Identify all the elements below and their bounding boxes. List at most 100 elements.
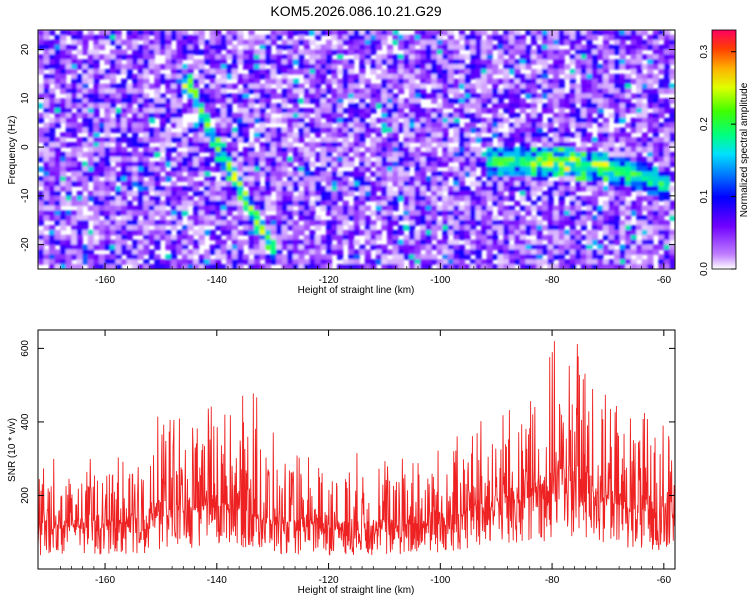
heatmap-cell (614, 205, 621, 212)
heatmap-cell (580, 249, 587, 255)
heatmap-cell (508, 64, 515, 70)
heatmap-cell (110, 215, 117, 221)
heatmap-cell (187, 176, 194, 182)
heatmap-cell (553, 264, 560, 269)
heatmap-cell (597, 249, 604, 255)
heatmap-cell (248, 30, 255, 36)
heatmap-cell (547, 151, 554, 158)
heatmap-cell (580, 30, 587, 36)
heatmap-cell (265, 181, 272, 187)
heatmap-cell (320, 244, 327, 251)
heatmap-cell (292, 88, 299, 95)
heatmap-cell (658, 147, 665, 153)
heatmap-cell (580, 147, 587, 153)
heatmap-cell (425, 137, 432, 143)
heatmap-cell (669, 69, 675, 75)
heatmap-cell (331, 225, 338, 231)
heatmap-cell (636, 64, 643, 70)
heatmap-cell (625, 137, 632, 143)
heatmap-cell (458, 103, 466, 109)
heatmap-cell (619, 137, 626, 143)
heatmap-cell (608, 234, 615, 241)
heatmap-cell (503, 64, 510, 70)
heatmap-cell (519, 78, 527, 85)
heatmap-cell (259, 59, 266, 65)
heatmap-cell (386, 264, 394, 269)
heatmap-cell (453, 112, 460, 119)
heatmap-cell (126, 190, 133, 197)
heatmap-cell (630, 39, 637, 46)
heatmap-cell (431, 88, 438, 95)
heatmap-cell (292, 103, 299, 109)
heatmap-cell (137, 205, 144, 212)
heatmap-cell (148, 151, 155, 158)
heatmap-cell (425, 210, 432, 216)
heatmap-cell (608, 88, 615, 95)
heatmap-cell (614, 190, 621, 197)
heatmap-cell (87, 122, 94, 129)
heatmap-cell (71, 147, 78, 153)
heatmap-cell (542, 73, 549, 80)
heatmap-cell (143, 220, 150, 226)
heatmap-cell (220, 83, 227, 90)
spectrogram-x-label: Height of straight line (km) (298, 285, 415, 296)
heatmap-cell (209, 259, 216, 265)
heatmap-cell (87, 254, 94, 260)
heatmap-cell (425, 39, 432, 46)
heatmap-cell (248, 108, 255, 114)
heatmap-cell (143, 171, 150, 177)
heatmap-cell (431, 69, 438, 75)
heatmap-cell (104, 205, 111, 212)
heatmap-cell (464, 166, 471, 173)
heatmap-cell (348, 132, 355, 138)
heatmap-cell (398, 78, 405, 85)
heatmap-cell (331, 190, 338, 197)
heatmap-cell (619, 108, 626, 114)
heatmap-cell (353, 171, 360, 177)
heatmap-cell (65, 186, 72, 192)
heatmap-cell (530, 249, 538, 255)
heatmap-cell (370, 234, 377, 241)
heatmap-cell (658, 103, 665, 109)
heatmap-cell (575, 239, 582, 246)
heatmap-cell (425, 225, 432, 231)
heatmap-cell (281, 161, 288, 168)
heatmap-cell (436, 59, 443, 65)
heatmap-cell (458, 147, 466, 153)
heatmap-cell (204, 171, 211, 177)
heatmap-cell (76, 103, 83, 109)
heatmap-cell (287, 112, 294, 119)
heatmap-cell (386, 239, 394, 246)
heatmap-cell (508, 127, 515, 134)
heatmap-cell (381, 190, 388, 197)
heatmap-cell (614, 234, 621, 241)
heatmap-cell (530, 244, 538, 251)
heatmap-cell (226, 161, 233, 168)
heatmap-cell (442, 176, 449, 182)
heatmap-cell (414, 215, 421, 221)
heatmap-cell (298, 59, 305, 65)
heatmap-cell (226, 205, 233, 212)
heatmap-cell (547, 264, 554, 269)
heatmap-cell (54, 190, 61, 197)
heatmap-cell (265, 137, 272, 143)
heatmap-cell (320, 108, 327, 114)
heatmap-cell (220, 88, 227, 95)
heatmap-cell (165, 117, 172, 124)
heatmap-cell (619, 190, 626, 197)
heatmap-cell (209, 156, 216, 163)
heatmap-cell (436, 39, 443, 46)
heatmap-cell (370, 151, 377, 158)
heatmap-cell (558, 244, 565, 251)
heatmap-cell (586, 151, 593, 158)
heatmap-cell (331, 181, 338, 187)
heatmap-cell (580, 142, 587, 148)
heatmap-cell (337, 98, 344, 104)
heatmap-cell (143, 200, 150, 207)
heatmap-cell (591, 234, 599, 241)
heatmap-cell (132, 34, 139, 41)
heatmap-cell (242, 112, 250, 119)
heatmap-cell (508, 151, 515, 158)
heatmap-cell (348, 215, 355, 221)
heatmap-cell (292, 166, 299, 173)
